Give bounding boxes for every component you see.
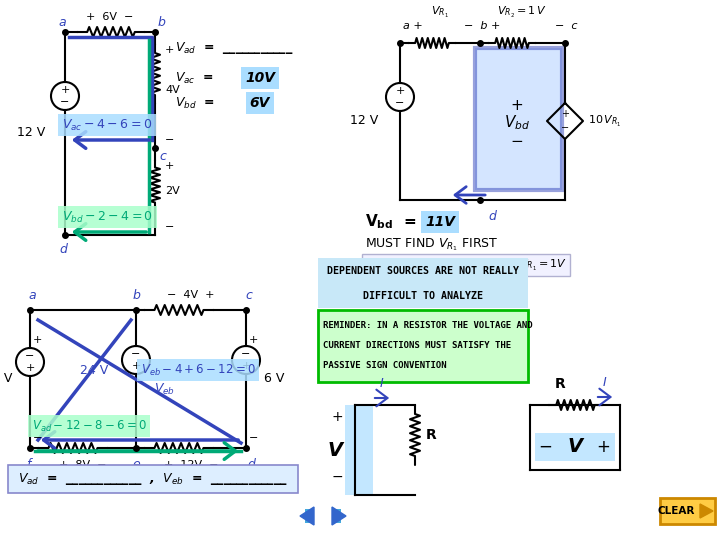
Text: MUST FIND $V_{R_1}$ FIRST: MUST FIND $V_{R_1}$ FIRST	[365, 237, 498, 253]
Text: I: I	[380, 377, 384, 390]
Text: −: −	[165, 135, 174, 145]
Text: +: +	[596, 438, 610, 456]
Text: $V_{ac}-4-6=0$: $V_{ac}-4-6=0$	[62, 117, 152, 132]
Text: $V_{bd}-2-4=0$: $V_{bd}-2-4=0$	[62, 210, 153, 225]
Text: −: −	[395, 98, 405, 109]
Text: +: +	[131, 361, 140, 372]
Text: REMINDER: IN A RESISTOR THE VOLTAGE AND: REMINDER: IN A RESISTOR THE VOLTAGE AND	[323, 321, 533, 329]
Text: −: −	[249, 433, 258, 443]
Text: −: −	[33, 433, 42, 443]
Text: 10V: 10V	[245, 71, 275, 85]
Text: −: −	[538, 438, 552, 456]
Text: a: a	[28, 289, 36, 302]
Text: +: +	[331, 410, 343, 424]
Text: $V_{ad}$  =  ___________: $V_{ad}$ = ___________	[175, 40, 294, 56]
Text: e: e	[132, 458, 140, 471]
Text: 6 V: 6 V	[0, 373, 12, 386]
Text: $V_{R_2}=1\,V$: $V_{R_2}=1\,V$	[497, 5, 547, 20]
Text: b: b	[132, 289, 140, 302]
Text: c: c	[246, 289, 253, 302]
Bar	[660, 498, 715, 524]
Text: −: −	[60, 97, 70, 107]
Text: +  12V  −: + 12V −	[163, 460, 218, 470]
Text: 2V: 2V	[165, 186, 180, 196]
FancyBboxPatch shape	[318, 258, 528, 308]
Text: 6 V: 6 V	[264, 373, 284, 386]
Bar	[8, 465, 298, 493]
Text: +  8V  −: + 8V −	[59, 460, 107, 470]
Text: a: a	[58, 16, 66, 29]
Text: −: −	[131, 349, 140, 359]
Text: DIFFICULT TO ANALYZE: DIFFICULT TO ANALYZE	[363, 291, 483, 301]
Text: I: I	[603, 376, 607, 389]
Text: +: +	[561, 109, 569, 119]
Text: 12 V: 12 V	[350, 114, 378, 127]
Text: 24 V: 24 V	[80, 364, 108, 377]
Text: $V_{bd}$: $V_{bd}$	[504, 113, 530, 132]
Bar	[305, 509, 314, 523]
Text: +: +	[241, 361, 251, 372]
Text: −: −	[510, 133, 523, 148]
Text: 6V: 6V	[250, 96, 270, 110]
Text: V: V	[567, 437, 582, 456]
Text: 11V: 11V	[425, 215, 455, 229]
Text: +: +	[25, 363, 35, 373]
Text: $\mathbf{V_{bd}}$  =: $\mathbf{V_{bd}}$ =	[365, 213, 423, 231]
Text: −: −	[165, 222, 174, 232]
Text: −: −	[241, 349, 251, 359]
Text: $10\,V_{R_1}$: $10\,V_{R_1}$	[588, 113, 622, 129]
Polygon shape	[332, 507, 346, 525]
Polygon shape	[700, 504, 713, 518]
Polygon shape	[300, 507, 314, 525]
Text: R: R	[426, 428, 437, 442]
FancyBboxPatch shape	[318, 310, 528, 382]
Text: +: +	[395, 86, 405, 96]
Text: +: +	[165, 161, 174, 171]
Text: a +: a +	[403, 21, 423, 31]
Bar	[535, 433, 615, 461]
Text: +  6V  −: + 6V −	[86, 12, 134, 22]
Text: +: +	[33, 335, 42, 345]
Text: R: R	[554, 377, 565, 391]
Text: PASSIVE SIGN CONVENTION: PASSIVE SIGN CONVENTION	[323, 361, 446, 369]
Text: c: c	[159, 150, 166, 163]
Text: +: +	[510, 98, 523, 112]
Text: 4V: 4V	[165, 85, 180, 95]
Text: 12 V: 12 V	[17, 126, 45, 139]
Text: $V_{R_1}$: $V_{R_1}$	[431, 5, 449, 20]
Text: V: V	[328, 441, 343, 460]
Text: −: −	[25, 350, 35, 361]
Text: −  c: − c	[555, 21, 577, 31]
Text: d: d	[488, 210, 496, 223]
Text: −  b +: − b +	[464, 21, 500, 31]
Text: $-12+V_{R_1}+1+10V_{R_1}=0\Rightarrow V_{R_1}=1V$: $-12+V_{R_1}+1+10V_{R_1}=0\Rightarrow V_…	[365, 258, 567, 273]
Text: +: +	[60, 85, 70, 94]
Text: $V_{ac}$  =: $V_{ac}$ =	[175, 70, 214, 85]
FancyBboxPatch shape	[475, 48, 562, 190]
Text: $V_{bd}$  =: $V_{bd}$ =	[175, 96, 215, 111]
Text: d: d	[59, 243, 67, 256]
Text: −: −	[561, 123, 569, 133]
Text: b: b	[158, 16, 166, 29]
Text: −: −	[331, 470, 343, 484]
Text: −  4V  +: − 4V +	[167, 290, 215, 300]
Bar	[332, 509, 341, 523]
Text: CLEAR: CLEAR	[657, 506, 695, 516]
Text: d: d	[247, 458, 255, 471]
Text: $V_{ad}$  =  ____________  ,  $V_{eb}$  =  ____________: $V_{ad}$ = ____________ , $V_{eb}$ = ___…	[18, 471, 288, 487]
Text: $V_{ad}-12-8-6=0$: $V_{ad}-12-8-6=0$	[32, 418, 147, 434]
Text: $V_{eb}-4+6-12=0$: $V_{eb}-4+6-12=0$	[141, 362, 256, 377]
Text: +: +	[165, 45, 174, 55]
Bar	[345, 405, 373, 495]
Text: f: f	[26, 458, 30, 471]
Text: DEPENDENT SOURCES ARE NOT REALLY: DEPENDENT SOURCES ARE NOT REALLY	[327, 266, 519, 276]
Text: CURRENT DIRECTIONS MUST SATISFY THE: CURRENT DIRECTIONS MUST SATISFY THE	[323, 341, 511, 349]
Text: $V_{eb}$: $V_{eb}$	[154, 381, 175, 396]
Text: +: +	[249, 335, 258, 345]
